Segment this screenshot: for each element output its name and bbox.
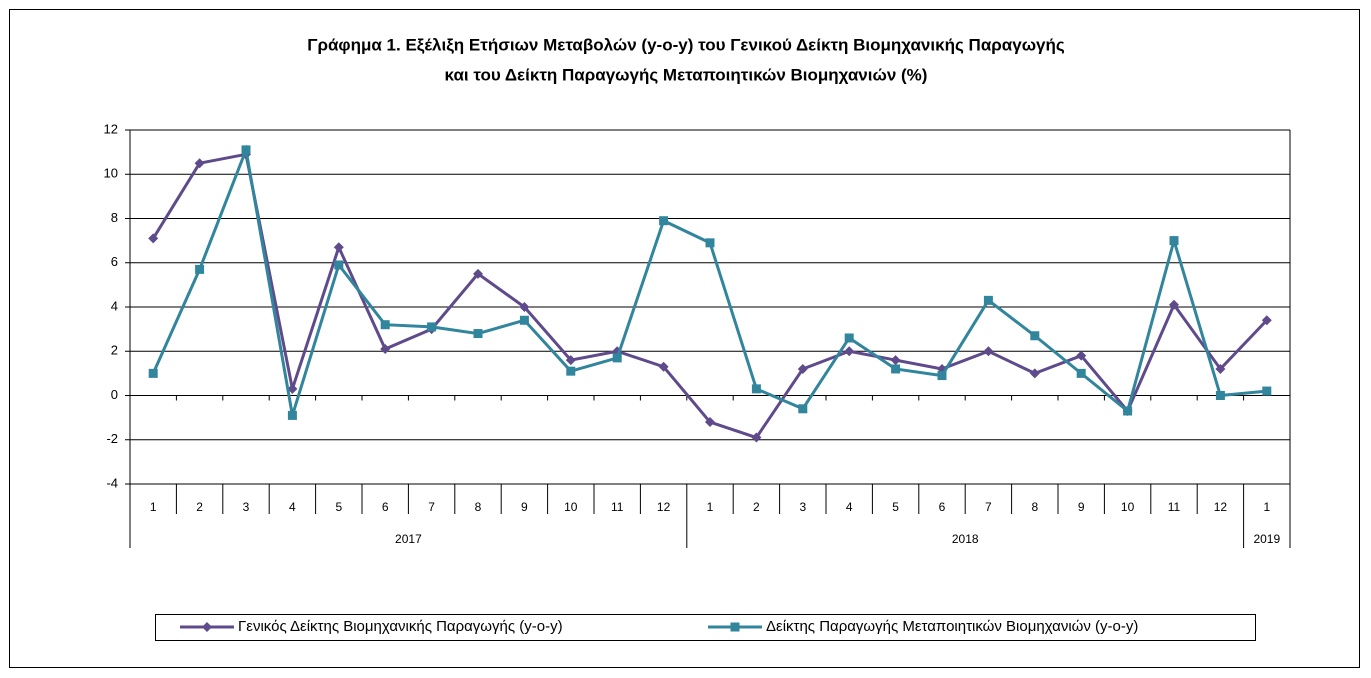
x-tick-label: 7	[985, 500, 992, 514]
x-tick-label: 9	[1078, 500, 1085, 514]
legend-marker	[730, 622, 740, 632]
point-marker	[195, 264, 205, 274]
point-marker	[287, 410, 297, 420]
x-tick-label: 2	[753, 500, 760, 514]
year-label: 2019	[1253, 532, 1280, 546]
point-marker	[473, 268, 483, 279]
point-marker	[287, 383, 298, 394]
point-marker	[751, 384, 761, 394]
x-tick-label: 1	[1263, 500, 1270, 514]
chart-frame	[9, 9, 1360, 668]
x-tick-label: 5	[892, 500, 899, 514]
x-tick-label: 12	[657, 500, 671, 514]
y-tick-label: -2	[106, 431, 118, 446]
y-tick-label: 4	[111, 298, 118, 313]
y-tick-label: 10	[104, 166, 118, 181]
x-tick-label: 4	[846, 500, 853, 514]
point-marker	[937, 371, 947, 381]
legend-label: Δείκτης Παραγωγής Μεταποιητικών Βιομηχαν…	[766, 618, 1138, 635]
point-marker	[565, 355, 576, 366]
point-marker	[194, 158, 205, 169]
x-tick-label: 8	[475, 500, 482, 514]
x-tick-label: 10	[1121, 500, 1135, 514]
point-marker	[148, 368, 158, 378]
x-tick-label: 12	[1214, 500, 1228, 514]
y-tick-label: 0	[111, 387, 118, 402]
point-marker	[612, 353, 622, 363]
point-marker	[705, 417, 715, 428]
point-marker	[658, 361, 669, 372]
x-tick-label: 10	[564, 500, 578, 514]
y-tick-label: 8	[111, 210, 118, 225]
point-marker	[1215, 391, 1225, 400]
x-tick-label: 1	[150, 500, 157, 514]
chart-title: και του Δείκτη Παραγωγής Μεταποιητικών Β…	[445, 65, 928, 84]
point-marker	[148, 233, 159, 244]
point-marker	[844, 333, 854, 343]
point-marker	[1262, 386, 1272, 396]
point-marker	[427, 322, 437, 332]
year-label: 2017	[395, 532, 422, 546]
point-marker	[890, 355, 901, 366]
x-tick-label: 1	[707, 500, 714, 514]
legend-marker	[202, 622, 212, 632]
point-marker	[891, 364, 901, 374]
year-label: 2018	[952, 532, 979, 546]
point-marker	[566, 366, 576, 376]
y-tick-label: -4	[106, 475, 118, 490]
y-tick-label: 12	[104, 121, 118, 136]
point-marker	[1076, 368, 1086, 378]
y-tick-label: 6	[111, 254, 118, 269]
x-tick-label: 7	[428, 500, 435, 514]
x-tick-label: 6	[382, 500, 389, 514]
point-marker	[705, 238, 715, 248]
point-marker	[1029, 368, 1040, 379]
point-marker	[659, 216, 669, 226]
x-tick-label: 3	[799, 500, 806, 514]
legend-label: Γενικός Δείκτης Βιομηχανικής Παραγωγής (…	[238, 618, 563, 635]
point-marker	[380, 344, 391, 355]
chart-title: Γράφημα 1. Εξέλιξη Ετήσιων Μεταβολών (y-…	[307, 35, 1065, 54]
point-marker	[380, 320, 390, 330]
point-marker	[519, 302, 530, 312]
point-marker	[798, 404, 808, 414]
point-marker	[333, 242, 344, 253]
point-marker	[519, 315, 529, 325]
point-marker	[1076, 350, 1087, 361]
point-marker	[334, 260, 344, 270]
x-tick-label: 4	[289, 500, 296, 514]
point-marker	[1215, 363, 1226, 374]
x-tick-label: 11	[611, 500, 624, 514]
point-marker	[1123, 406, 1133, 416]
point-marker	[797, 363, 808, 374]
x-tick-label: 3	[243, 500, 250, 514]
point-marker	[1030, 331, 1040, 341]
x-tick-label: 2	[196, 500, 203, 514]
x-tick-label: 8	[1031, 500, 1038, 514]
x-tick-label: 5	[335, 500, 342, 514]
point-marker	[473, 329, 483, 339]
point-marker	[983, 295, 993, 305]
x-tick-label: 6	[939, 500, 946, 514]
point-marker	[1169, 299, 1179, 310]
legend-frame	[155, 614, 1256, 641]
point-marker	[1261, 315, 1272, 326]
point-marker	[983, 346, 994, 357]
y-tick-label: 2	[111, 343, 118, 358]
point-marker	[1169, 236, 1179, 246]
x-tick-label: 9	[521, 500, 528, 514]
point-marker	[241, 145, 251, 155]
x-tick-label: 11	[1168, 500, 1181, 514]
point-marker	[751, 432, 762, 443]
point-marker	[844, 346, 855, 357]
